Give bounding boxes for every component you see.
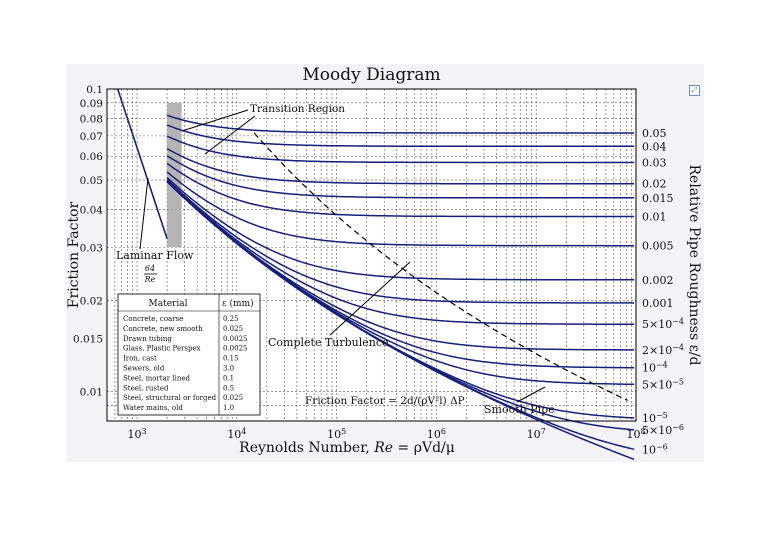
table-cell-epsilon: 0.025 [223, 394, 243, 402]
x-tick-label: 103 [128, 427, 147, 442]
roughness-curves [166, 114, 635, 461]
y-tick-label: 0.02 [80, 296, 103, 308]
smooth-pipe-label: Smooth Pipe [484, 403, 555, 416]
laminar-flow-label: Laminar Flow [116, 249, 194, 262]
roughness-label: 0.01 [642, 211, 667, 224]
smooth-pipe-arrow [516, 386, 546, 403]
roughness-curve [166, 135, 635, 164]
table-cell-material: Iron, cast [123, 355, 157, 363]
table-cell-epsilon: 0.0025 [223, 335, 248, 343]
table-cell-material: Drawn tubing [123, 335, 172, 343]
expand-icon[interactable]: ⤢ [689, 85, 700, 96]
x-axis-label: Reynolds Number, Re = ρVd/μ [239, 440, 455, 456]
y-tick-label: 0.015 [73, 333, 103, 345]
roughness-curve [166, 155, 635, 199]
roughness-label: 0.005 [642, 240, 674, 253]
table-cell-material: Glass, Plastic Perspex [123, 345, 201, 353]
transition-arrow [181, 109, 249, 132]
roughness-label: 5×10−5 [642, 377, 684, 392]
table-cell-epsilon: 0.25 [223, 315, 239, 323]
table-cell-material: Steel, rusted [123, 384, 169, 392]
roughness-label: 10−6 [642, 442, 668, 457]
transition-region-label: Transition Region [250, 103, 345, 115]
table-cell-material: Steel, mortar lined [123, 374, 190, 382]
roughness-label: 0.015 [642, 192, 674, 205]
table-cell-epsilon: 0.15 [223, 355, 239, 363]
roughness-label: 10−4 [642, 360, 668, 375]
roughness-label: 5×10−4 [642, 317, 684, 332]
roughness-curve [166, 171, 635, 247]
table-cell-material: Steel, structural or forged [123, 394, 217, 402]
turbulence-arrow [329, 261, 411, 336]
table-cell-epsilon: 1.0 [223, 404, 234, 412]
laminar-flow-line [116, 88, 168, 240]
y-tick-label: 0.06 [80, 151, 104, 163]
x-tick-label: 107 [527, 427, 546, 442]
y-tick-label: 0.08 [80, 113, 103, 125]
complete-turbulence-label: Complete Turbulence [268, 336, 389, 349]
y-tick-label: 0.09 [80, 98, 103, 110]
friction-factor-formula: Friction Factor = 2d/(ρV²l) ΔP [305, 395, 465, 407]
table-cell-epsilon: 3.0 [223, 365, 234, 373]
table-header-epsilon: ε (mm) [222, 298, 254, 309]
x-tick-label: 106 [427, 427, 446, 442]
table-frame [117, 293, 261, 416]
laminar-denominator: Re [144, 275, 156, 284]
roughness-label: 0.02 [642, 178, 667, 191]
roughness-curve [166, 162, 635, 218]
y-tick-label: 0.03 [80, 242, 103, 254]
roughness-curve [166, 124, 635, 148]
table-cell-epsilon: 0.025 [223, 325, 243, 333]
table-cell-epsilon: 0.1 [223, 374, 234, 382]
roughness-label: 0.03 [642, 156, 667, 169]
roughness-curve [166, 181, 635, 461]
table-cell-material: Water mains, old [123, 404, 183, 412]
chart-title: Moody Diagram [302, 65, 440, 85]
y-tick-label: 0.05 [80, 175, 103, 187]
y-tick-label: 0.04 [80, 204, 104, 216]
y-tick-label: 0.07 [80, 131, 103, 143]
y-tick-label: 0.01 [80, 387, 103, 399]
table-cell-epsilon: 0.5 [223, 384, 234, 392]
roughness-label: 10−5 [642, 410, 668, 425]
laminar-arrow [139, 177, 149, 250]
x-tick-label: 105 [327, 427, 346, 442]
table-header-material: Material [149, 299, 188, 309]
y2-axis-label: Relative Pipe Roughness ε/d [686, 164, 702, 365]
x-tick-label: 108 [626, 427, 645, 442]
roughness-label: 5×10−6 [642, 422, 684, 437]
plot-frame [106, 88, 637, 422]
table-cell-material: Concrete, new smooth [123, 325, 203, 333]
roughness-curve [166, 179, 635, 304]
roughness-curve [166, 114, 635, 134]
transition-arrow [204, 115, 256, 155]
roughness-label: 0.002 [642, 274, 674, 287]
roughness-label: 0.04 [642, 140, 667, 153]
table-cell-epsilon: 0.0025 [223, 345, 248, 353]
y-axis-label: Friction Factor [66, 201, 82, 308]
material-table: Material ε (mm) Concrete, coarse 0.25 Concre… [117, 293, 261, 416]
roughness-label: 2×10−4 [642, 342, 684, 357]
roughness-curve [166, 177, 635, 281]
laminar-numerator: 64 [145, 264, 155, 273]
table-cell-material: Sewers, old [123, 365, 165, 373]
roughness-curve [166, 180, 635, 325]
transition-region-band [167, 102, 182, 248]
complete-turbulence-boundary [253, 132, 628, 401]
y-tick-label: 0.1 [86, 84, 103, 96]
x-tick-label: 104 [227, 427, 246, 442]
table-cell-material: Concrete, coarse [123, 315, 183, 323]
roughness-label: 0.05 [642, 127, 667, 140]
roughness-label: 0.001 [642, 297, 674, 310]
roughness-curve [166, 147, 635, 185]
